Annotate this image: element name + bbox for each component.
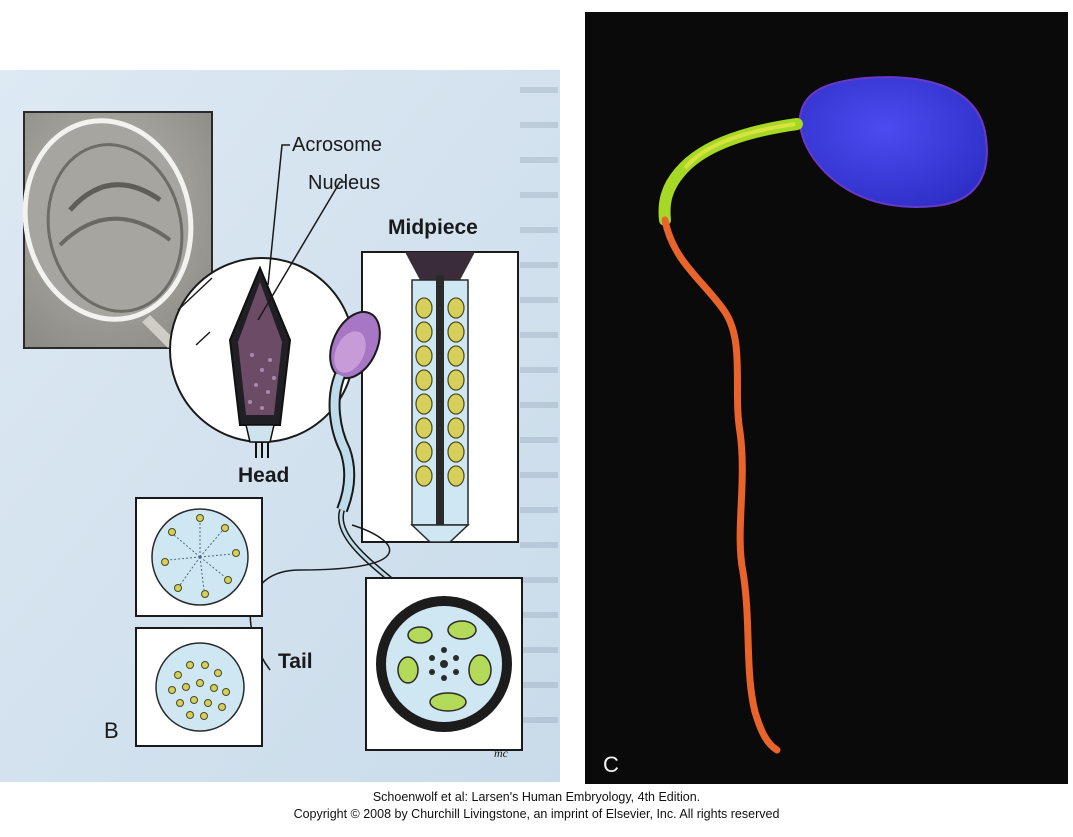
panel-c-drawing <box>585 12 1068 784</box>
midpiece-label: Midpiece <box>388 216 478 239</box>
panel-b-letter: B <box>104 718 119 743</box>
caption-line-1: Schoenwolf et al: Larsen's Human Embryol… <box>372 790 701 804</box>
sperm-head-blue <box>798 76 988 208</box>
panel-c-micrograph: C <box>585 12 1068 784</box>
panel-b-illustration: Acrosome Nucleus Midpiece Head Tail B mc <box>0 70 560 782</box>
head-circle <box>169 144 355 458</box>
faded-text-lines <box>520 87 558 723</box>
panel-c-letter: C <box>603 752 619 777</box>
head-label: Head <box>238 464 290 487</box>
tail-label: Tail <box>278 650 313 673</box>
midpiece-detail <box>361 251 519 543</box>
tail-cross-section-upper <box>135 497 263 617</box>
panel-b-drawing <box>0 70 560 782</box>
midpiece-cross-section <box>365 577 523 751</box>
illustrator-signature: mc <box>494 746 508 760</box>
nucleus-label: Nucleus <box>308 172 381 194</box>
acrosome-label: Acrosome <box>292 134 383 156</box>
tail-orange <box>661 216 781 754</box>
tail-cross-section-lower <box>135 627 263 747</box>
caption-line-2: Copyright © 2008 by Churchill Livingston… <box>293 807 780 821</box>
